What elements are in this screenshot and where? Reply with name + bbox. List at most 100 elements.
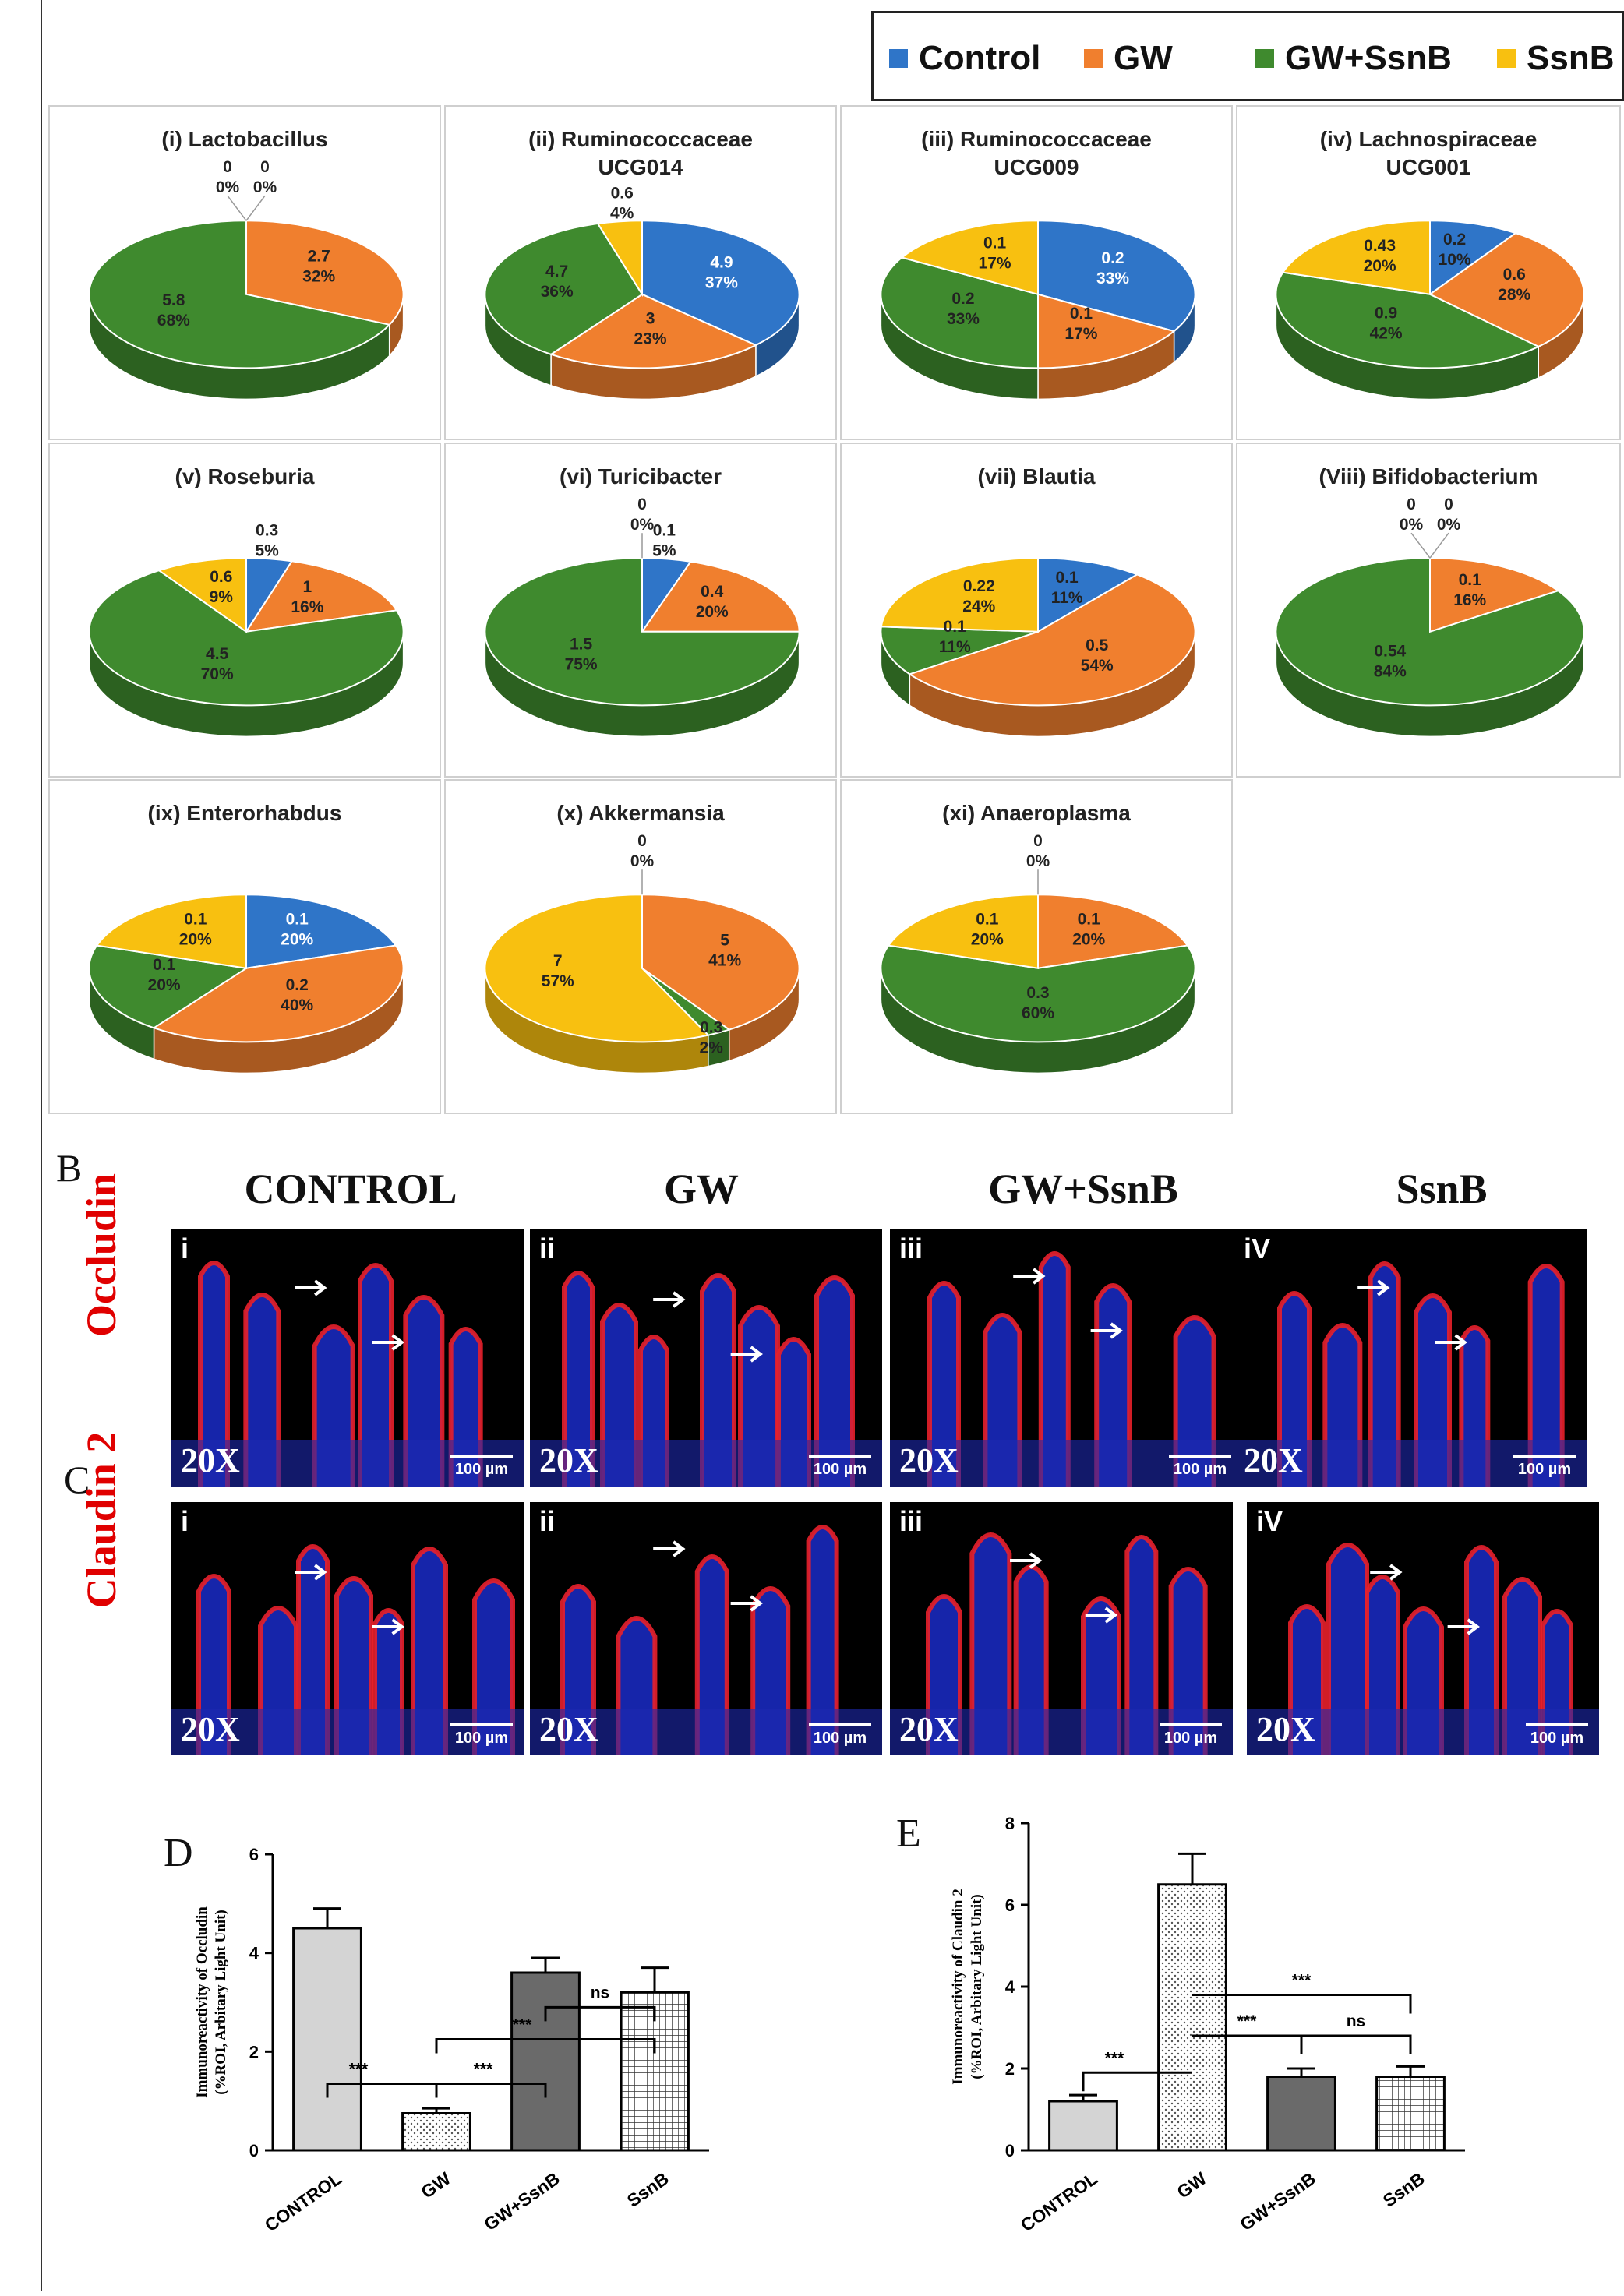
micrograph-column-header: CONTROL <box>244 1166 457 1212</box>
pie-svg: 0.1 20% 0.2 40% 0.1 20% 0.1 20% <box>88 894 404 1074</box>
pie-panel: (vi) Turicibacter 0.1 5% 0.4 20% 1.5 75% 0 0% <box>444 443 837 778</box>
villus-stain <box>1368 1261 1401 1487</box>
significance-bracket <box>1192 1994 1412 2014</box>
panel-numeral: iV <box>1256 1505 1283 1537</box>
pie-slice <box>152 944 404 1043</box>
villus-nuclei <box>1530 1266 1562 1487</box>
x-tick-label: SsnB <box>1379 2168 1428 2211</box>
pie-title: (ix) Enterorhabdus <box>147 801 342 825</box>
arrow-marker <box>653 1540 686 1557</box>
micrograph-row-label: Occludin <box>78 1173 125 1338</box>
significance-bracket <box>1300 2034 1412 2054</box>
villus-stain <box>694 1554 729 1755</box>
error-bar <box>422 2107 450 2114</box>
pie-slice <box>641 220 800 347</box>
villus-stain <box>1288 1604 1326 1755</box>
villus-stain <box>472 1578 515 1755</box>
significance-label: *** <box>474 2061 493 2079</box>
villus-stain <box>198 1261 230 1487</box>
pie-slice <box>880 944 1196 1043</box>
arrow-marker <box>1085 1606 1118 1624</box>
magnification-label: 20X <box>539 1710 598 1748</box>
y-tick-label: 4 <box>1005 1977 1015 1997</box>
tissue-illustration <box>530 1525 882 1755</box>
magnification-label: 20X <box>1256 1710 1315 1748</box>
pie-data-label: 0.1 11% <box>939 618 971 656</box>
y-tick-label: 2 <box>1005 2059 1015 2079</box>
x-tick-label: GW+SsnB <box>480 2168 563 2234</box>
pie-slice <box>880 557 1039 633</box>
pie-data-label: 0.2 33% <box>947 290 980 328</box>
pie-title: (iii) Ruminococcaceae UCG009 <box>921 127 1152 179</box>
tissue-base <box>530 1440 882 1487</box>
villus-stain <box>776 1337 811 1487</box>
scale-label: 100 µm <box>1530 1730 1584 1747</box>
pie-data-label: 1 16% <box>291 578 323 616</box>
villus-nuclei <box>1127 1537 1156 1755</box>
pie-slice <box>1037 557 1139 633</box>
legend-label: GW+SsnB <box>1285 39 1452 77</box>
pie-svg: 0.3 5% 1 16% 4.5 70% 0.6 9% <box>88 521 404 738</box>
tissue-base <box>171 1709 524 1755</box>
pie-slice <box>245 220 404 326</box>
pie-slice <box>1429 220 1518 296</box>
scale-label: 100 µm <box>1517 1461 1572 1478</box>
pie-panel: (iii) Ruminococcaceae UCG009 0.2 33% 0.1 17%… <box>840 105 1233 440</box>
pie-slice <box>1428 232 1585 348</box>
pie-slice <box>484 222 644 355</box>
pie-leader-line <box>245 195 266 221</box>
bar <box>401 2112 471 2152</box>
significance-label: *** <box>513 2016 532 2034</box>
section-letter-b: B <box>56 1146 83 1190</box>
error-bar <box>531 1956 560 1973</box>
pie-data-label: 0.3 2% <box>700 1018 724 1056</box>
villus-stain <box>700 1273 736 1487</box>
pie-title: (iv) Lachnospiraceae UCG001 <box>1319 127 1538 179</box>
left-divider-line <box>41 0 42 2291</box>
villus-nuclei <box>972 1535 1010 1755</box>
pie-data-label: 0.2 33% <box>1096 249 1129 287</box>
error-bar <box>1069 2093 1097 2101</box>
legend-item: Control <box>889 35 1040 82</box>
tissue-base <box>530 1709 882 1755</box>
scale-label: 100 µm <box>454 1461 509 1478</box>
significance-bracket <box>1082 2071 1192 2092</box>
pie-slice <box>900 220 1039 296</box>
tissue-base <box>890 1440 1242 1487</box>
tissue-illustration <box>890 1251 1242 1487</box>
micrograph-image: i 20X 100 µm <box>171 1229 524 1487</box>
villus-nuclei <box>1370 1264 1399 1487</box>
villus-stain <box>969 1532 1012 1755</box>
micrograph-column-header: GW <box>663 1166 739 1212</box>
bar-chart-occludin: D 0 2 4 6 Immunoreactivity of Occludin (%ROI, … <box>148 1823 787 2259</box>
villus-stain <box>1541 1609 1573 1755</box>
villus-nuclei <box>817 1278 853 1487</box>
pie-data-label: 0 0% <box>253 158 277 196</box>
villus-stain <box>638 1335 669 1487</box>
error-bar <box>313 1907 341 1928</box>
villus-stain <box>1464 1545 1499 1755</box>
tissue-illustration <box>1247 1543 1599 1755</box>
villus-stain <box>926 1594 962 1755</box>
section-letter-c: C <box>64 1458 90 1501</box>
pie-svg: 0 0% 2.7 32% 5.8 68% 0 0% <box>88 158 404 400</box>
scale-label: 100 µm <box>1173 1461 1227 1478</box>
arrow-marker <box>372 1334 404 1351</box>
pie-data-label: 0.1 5% <box>652 522 676 560</box>
bar <box>1266 2076 1336 2152</box>
villus-stain <box>1277 1291 1312 1487</box>
panel-letter: D <box>164 1831 193 1875</box>
tissue-illustration <box>1234 1261 1587 1487</box>
villus-stain <box>1527 1264 1565 1487</box>
panel-letter: E <box>896 1811 921 1856</box>
pie-slice <box>1037 293 1176 369</box>
scale-label: 100 µm <box>454 1730 509 1747</box>
villus-nuclei <box>564 1273 592 1487</box>
bar <box>292 1927 362 2152</box>
pie-data-label: 0.22 24% <box>962 577 995 615</box>
pie-data-label: 0.3 5% <box>255 521 279 559</box>
pie-panel: (ii) Ruminococcaceae UCG014 4.9 37% 3 23% 4.7… <box>444 105 837 440</box>
arrow-marker <box>372 1618 404 1635</box>
tissue-base <box>890 1709 1233 1755</box>
villus-nuclei <box>405 1297 443 1487</box>
